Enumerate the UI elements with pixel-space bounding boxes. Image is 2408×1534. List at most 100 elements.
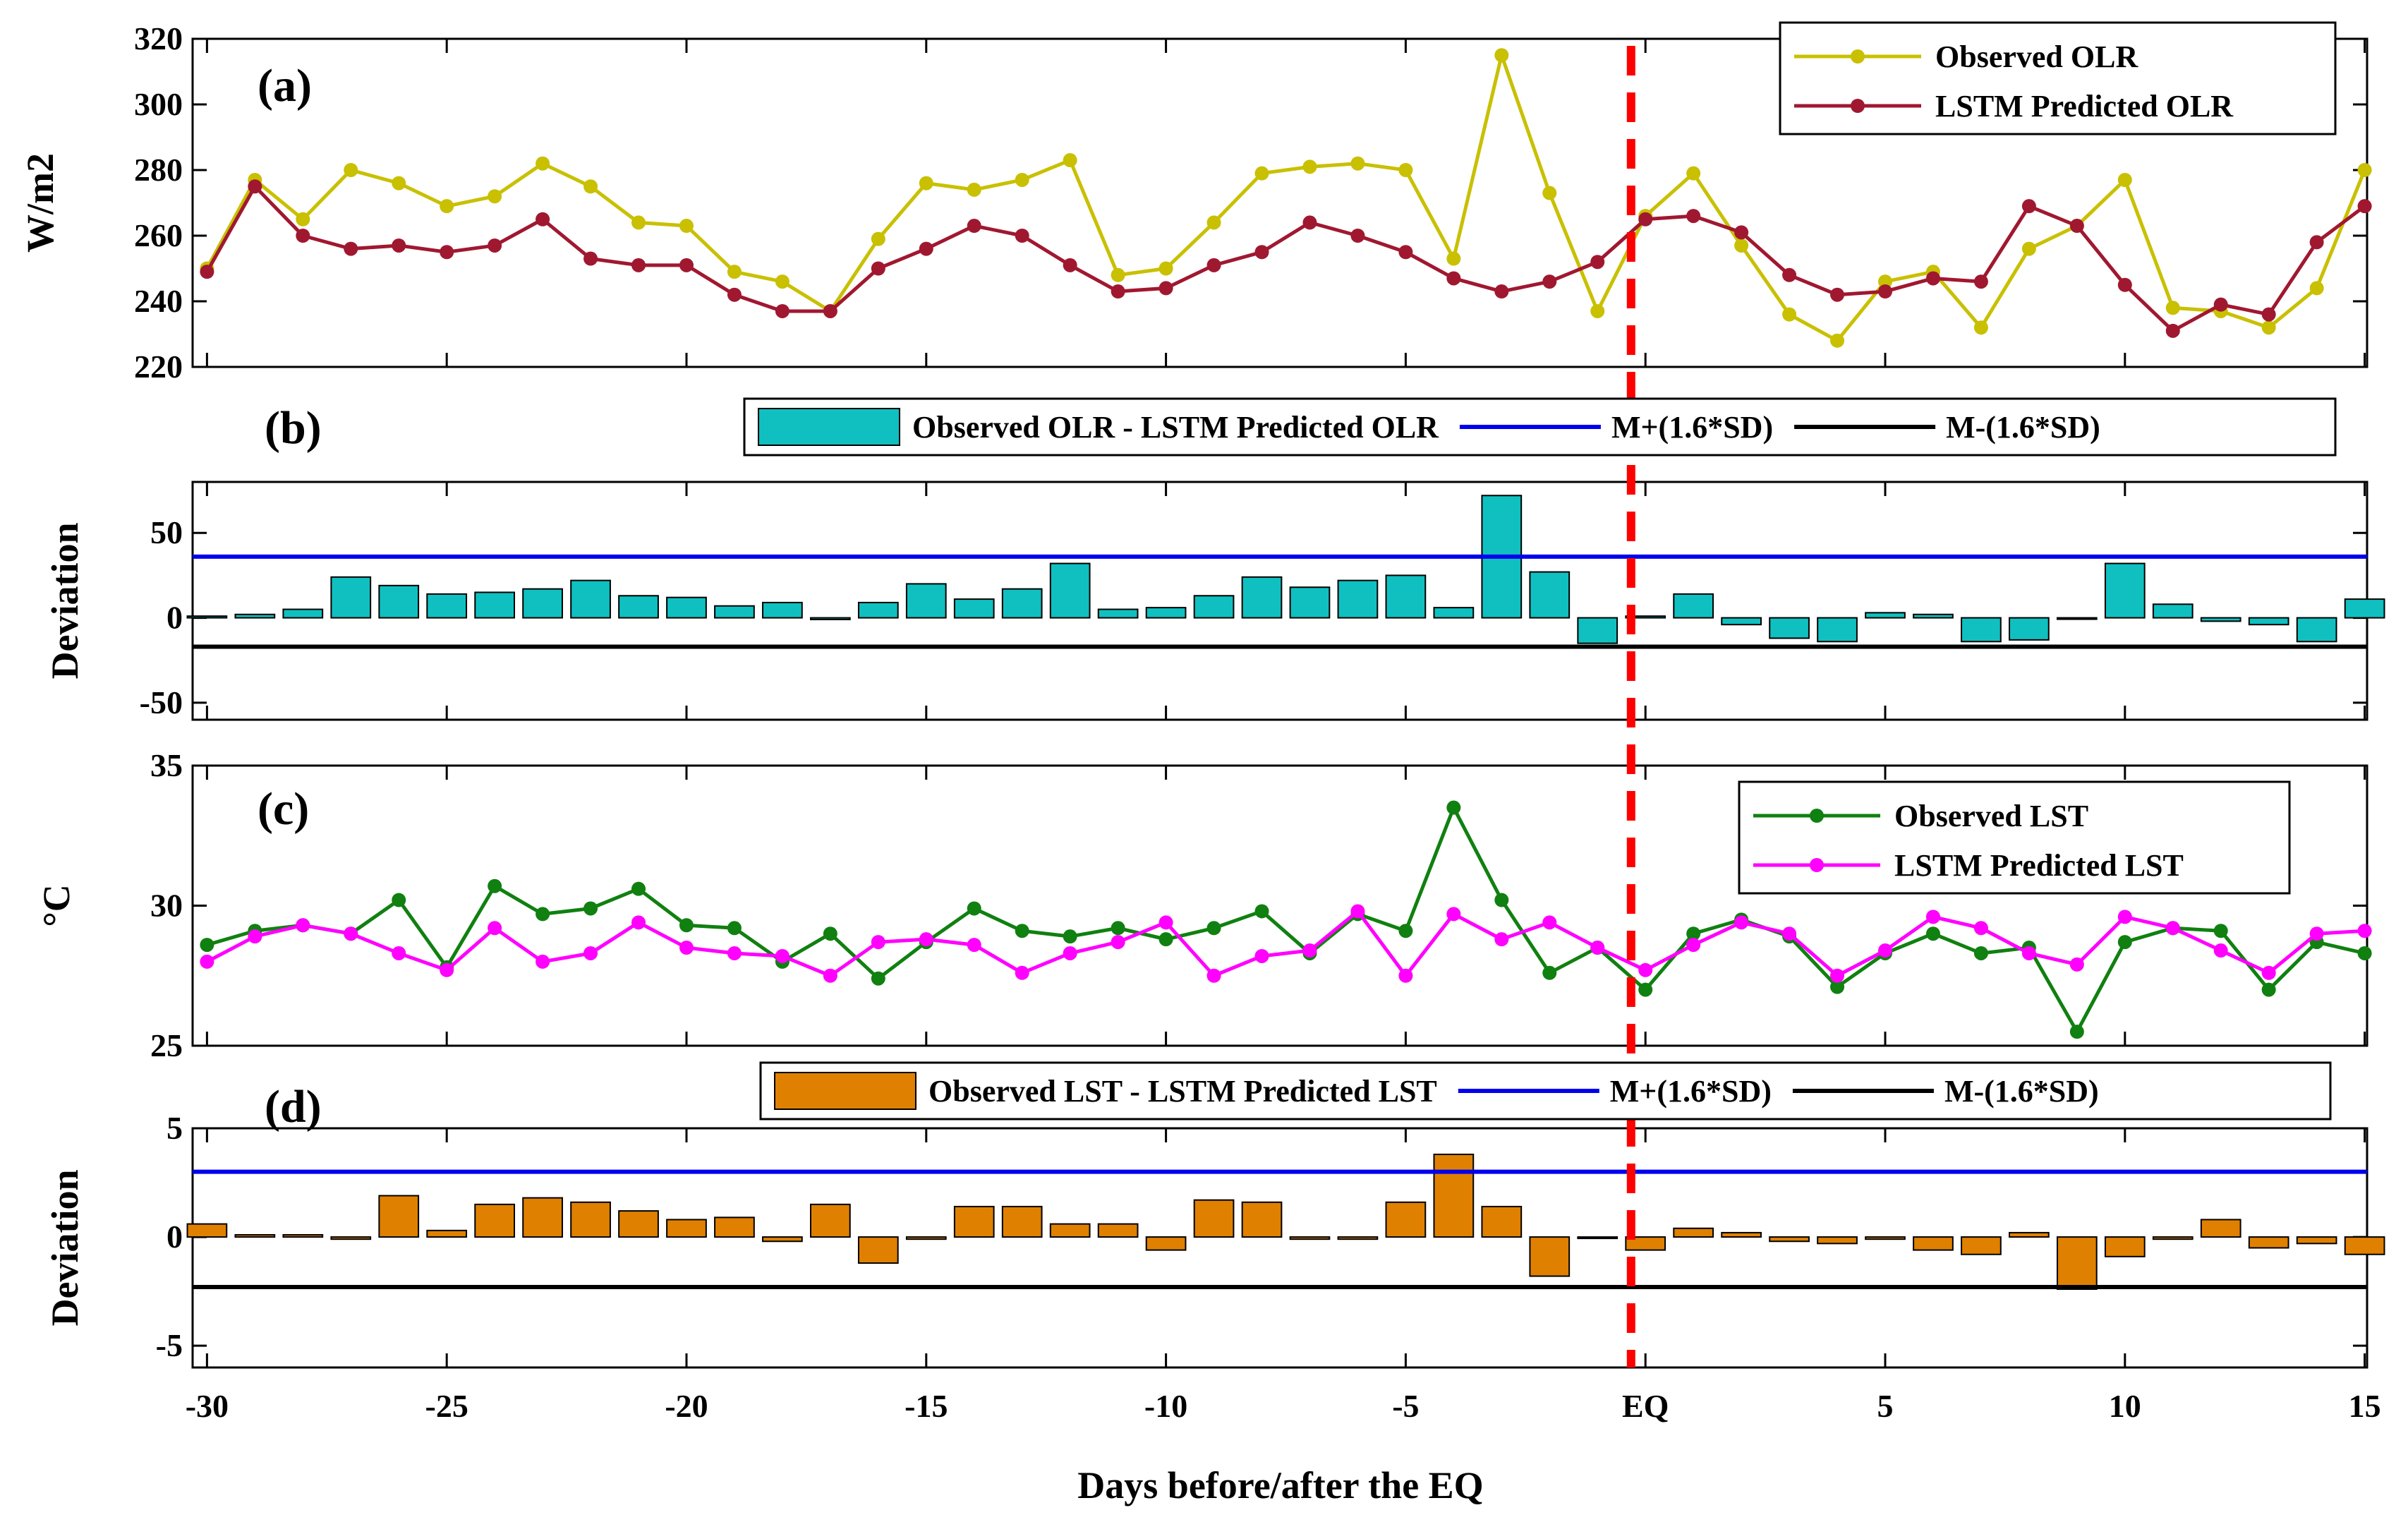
data-point (344, 241, 358, 256)
data-point (1782, 926, 1797, 941)
data-point (1494, 284, 1509, 299)
data-point (631, 258, 646, 272)
bar (1145, 607, 1187, 619)
legend-label: M+(1.6*SD) (1610, 1074, 1772, 1109)
data-point (1015, 229, 1029, 243)
data-point (1063, 946, 1077, 960)
bar (1289, 1236, 1331, 1240)
data-point (1254, 245, 1269, 260)
data-point (871, 935, 885, 950)
bar (1337, 1236, 1379, 1240)
data-point (631, 881, 646, 896)
data-point (1686, 926, 1701, 941)
data-point (392, 176, 406, 191)
data-point (1302, 159, 1317, 174)
y-axis-label: Deviation (44, 1170, 86, 1327)
bar (2344, 598, 2385, 619)
data-point (679, 219, 694, 234)
panel-3: -5 0 5 -30 -25 -20 -15 -10 -5 EQ 5 10 15 Deviation (d) (44, 1081, 2385, 1424)
bar (330, 576, 372, 619)
x-tick-label: -20 (665, 1388, 708, 1424)
data-point (2261, 965, 2276, 980)
bar (186, 615, 228, 619)
bar (1769, 617, 1810, 639)
data-point (2021, 946, 2036, 960)
bar (522, 1197, 563, 1238)
bar (857, 1236, 899, 1264)
bar (1193, 1199, 1235, 1238)
x-tick-label: -30 (186, 1388, 229, 1424)
bar (618, 1210, 659, 1238)
y-tick-label: -50 (140, 684, 183, 720)
data-point (1015, 172, 1029, 187)
data-point (248, 179, 262, 194)
bar (2296, 617, 2337, 643)
data-point (1158, 915, 1173, 930)
data-point (919, 176, 933, 191)
y-tick-label: 260 (134, 217, 183, 253)
data-point (2357, 163, 2372, 177)
bar (2056, 1236, 2098, 1291)
data-point (1302, 215, 1317, 230)
data-point (2357, 199, 2372, 214)
data-point (536, 954, 550, 969)
legend-label: LSTM Predicted LST (1894, 848, 2184, 883)
data-point (1398, 924, 1413, 938)
bar (1385, 574, 1427, 619)
data-point (1398, 968, 1413, 983)
bar (1001, 588, 1043, 619)
series-line (205, 184, 2366, 333)
data-point (1063, 153, 1077, 168)
bar (1433, 1153, 1475, 1238)
x-tick-label: 10 (2109, 1388, 2141, 1424)
data-point (583, 179, 598, 194)
legend-label: M-(1.6*SD) (1944, 1074, 2099, 1109)
bar (2200, 1219, 2241, 1238)
bar (1529, 1236, 1571, 1277)
data-point (823, 968, 837, 983)
bar (570, 579, 611, 619)
data-point (1734, 225, 1749, 240)
data-point (200, 938, 214, 953)
bar (1481, 1205, 1523, 1238)
legend-label: Observed OLR - LSTM Predicted OLR (912, 410, 1439, 445)
data-point (1782, 307, 1797, 322)
data-point (1877, 274, 1892, 289)
data-point (1877, 943, 1892, 958)
bar (1097, 1223, 1139, 1238)
y-axis-label: W/m2 (19, 153, 61, 253)
data-point (1782, 267, 1797, 282)
bar (2296, 1236, 2337, 1245)
data-point (727, 946, 742, 960)
x-tick-label: 15 (2349, 1388, 2381, 1424)
data-point (871, 971, 885, 986)
data-point (1446, 271, 1461, 286)
data-point (2165, 301, 2180, 315)
y-tick-label: 220 (134, 349, 183, 385)
data-point (2069, 219, 2084, 234)
bar (1769, 1236, 1810, 1243)
data-point (1830, 968, 1845, 983)
bar (378, 1195, 420, 1238)
bar (2056, 617, 2098, 620)
data-point (871, 261, 885, 276)
data-point (775, 274, 789, 289)
data-point (1830, 979, 1845, 994)
bar (666, 596, 707, 619)
data-point (1686, 938, 1701, 953)
bar (1961, 617, 2002, 643)
y-tick-label: 5 (167, 1110, 183, 1146)
legend-label: Observed LST (1894, 799, 2088, 833)
bar (1961, 1236, 2002, 1255)
bar (1049, 562, 1091, 619)
data-point (727, 921, 742, 936)
data-point (967, 182, 981, 197)
data-point (488, 878, 502, 893)
data-point (440, 245, 454, 260)
x-axis-label: Days before/after the EQ (1077, 1464, 1483, 1506)
data-point (1973, 320, 1988, 335)
bar (1001, 1205, 1043, 1238)
y-tick-label: -5 (156, 1327, 183, 1363)
bar (666, 1219, 707, 1238)
data-point (2309, 235, 2324, 250)
